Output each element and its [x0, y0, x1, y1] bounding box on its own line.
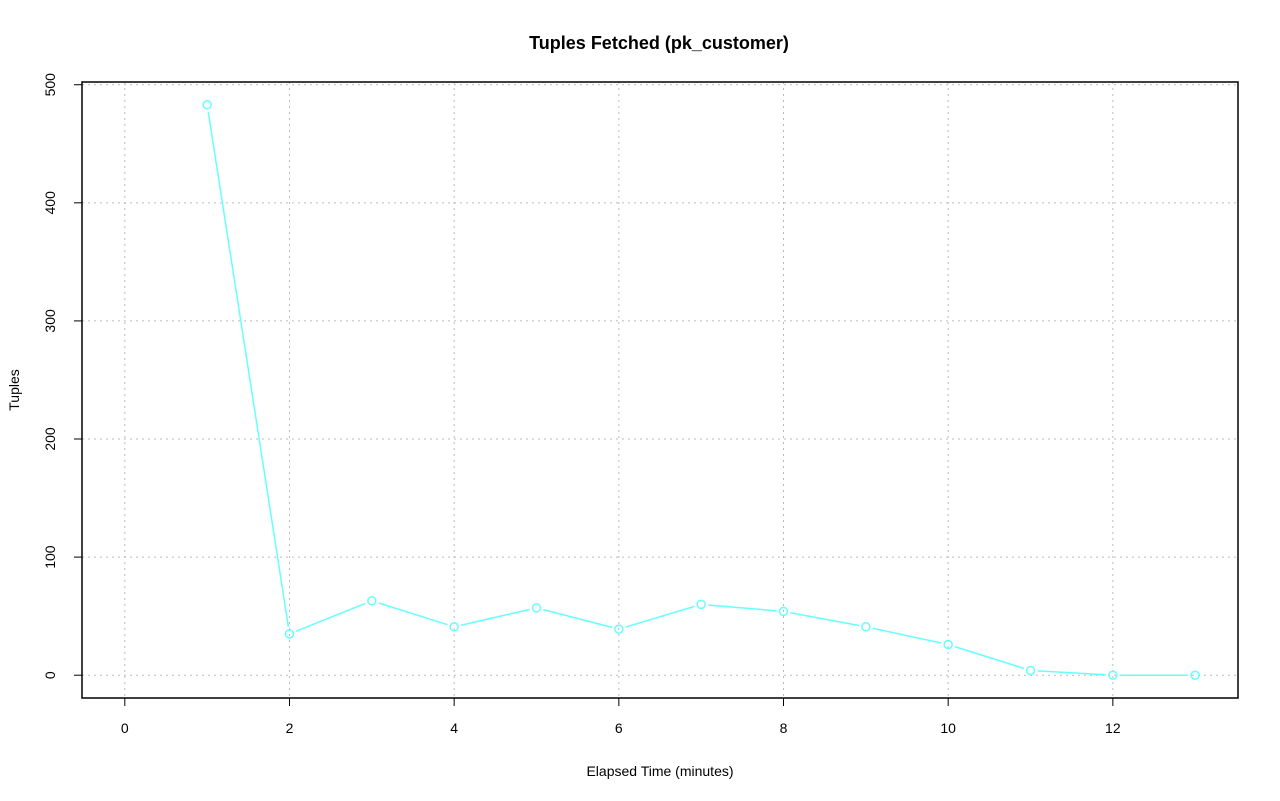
plot-frame: [81, 81, 1239, 699]
data-point: [1108, 670, 1118, 680]
series-layer: [202, 100, 1200, 680]
x-tick-label: 0: [121, 720, 129, 736]
series-line-segment: [625, 605, 695, 628]
series-line-segment: [954, 645, 1025, 670]
y-axis: 0 100 200 300 400 500: [42, 73, 82, 679]
chart-title: Tuples Fetched (pk_customer): [529, 33, 789, 53]
series-line-segment: [295, 602, 366, 632]
x-tick-label: 6: [615, 720, 623, 736]
x-axis: 0 2 4 6 8 10 12: [121, 698, 1121, 736]
series-line-segment: [378, 602, 448, 626]
data-point: [1190, 670, 1200, 680]
series-line-segment: [1037, 670, 1106, 676]
data-point: [284, 629, 295, 639]
y-tick-label: 400: [42, 191, 58, 215]
x-tick-label: 2: [286, 720, 294, 736]
y-tick-label: 0: [42, 671, 58, 679]
data-point: [778, 606, 789, 617]
x-tick-label: 4: [450, 720, 458, 736]
x-tick-label: 12: [1105, 720, 1121, 736]
series-line-segment: [460, 608, 530, 626]
y-axis-label: Tuples: [6, 369, 22, 411]
data-point: [861, 622, 871, 632]
data-point: [367, 596, 377, 606]
y-tick-label: 100: [42, 545, 58, 569]
x-tick-label: 8: [780, 720, 788, 736]
series-line-segment: [790, 611, 860, 627]
series-line-segment: [543, 608, 613, 629]
data-point: [202, 100, 212, 110]
y-tick-label: 500: [42, 73, 58, 97]
x-axis-label: Elapsed Time (minutes): [586, 763, 733, 779]
data-point: [614, 624, 624, 634]
data-point: [449, 622, 459, 632]
series-line-segment: [207, 111, 290, 628]
data-point: [531, 603, 542, 613]
x-tick-label: 10: [940, 720, 956, 736]
data-point: [696, 599, 706, 610]
series-line-segment: [872, 627, 942, 644]
grid: [82, 82, 1238, 698]
data-point: [943, 639, 953, 650]
y-tick-label: 200: [42, 427, 58, 451]
series-line-segment: [708, 604, 777, 612]
data-point: [1025, 665, 1036, 676]
y-tick-label: 300: [42, 309, 58, 333]
